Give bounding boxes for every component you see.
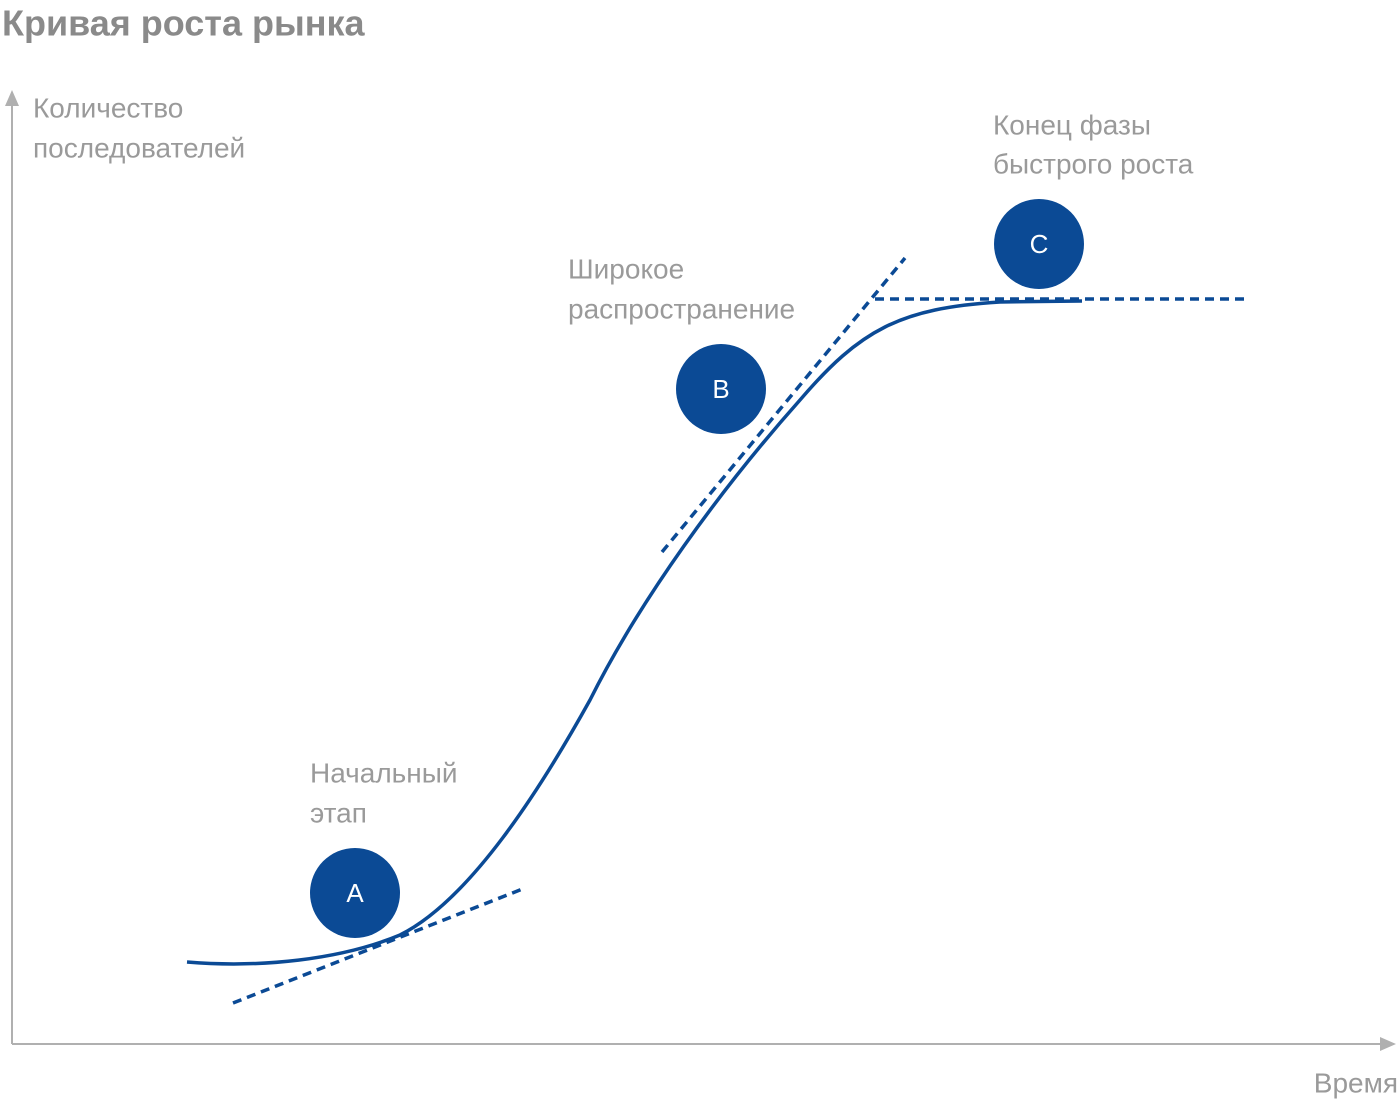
tangent-b: [660, 256, 907, 554]
tangents: [232, 256, 1250, 1005]
y-label: Количество: [33, 92, 183, 123]
growth-curve: [186, 299, 1083, 966]
marker-circle: [994, 199, 1084, 289]
stage-label: быстрого роста: [993, 148, 1194, 179]
x-label: Время: [1314, 1067, 1398, 1098]
stage-label: этап: [310, 797, 367, 828]
stage-label: Широкое: [568, 253, 684, 284]
marker-label: B: [712, 374, 729, 404]
x-arrow: [1380, 1037, 1396, 1051]
marker-circle: [676, 344, 766, 434]
marker-label: C: [1030, 229, 1049, 259]
tangent-a: [232, 886, 526, 1005]
stage-label: Начальный: [310, 757, 458, 788]
stage-label: Конец фазы: [993, 109, 1151, 140]
y-label: последователей: [33, 132, 245, 163]
y-arrow: [5, 90, 19, 106]
title: Кривая роста рынка: [2, 3, 365, 44]
marker-label: A: [346, 878, 364, 908]
marker-circle: [310, 848, 400, 938]
stage-label: распространение: [568, 293, 795, 324]
